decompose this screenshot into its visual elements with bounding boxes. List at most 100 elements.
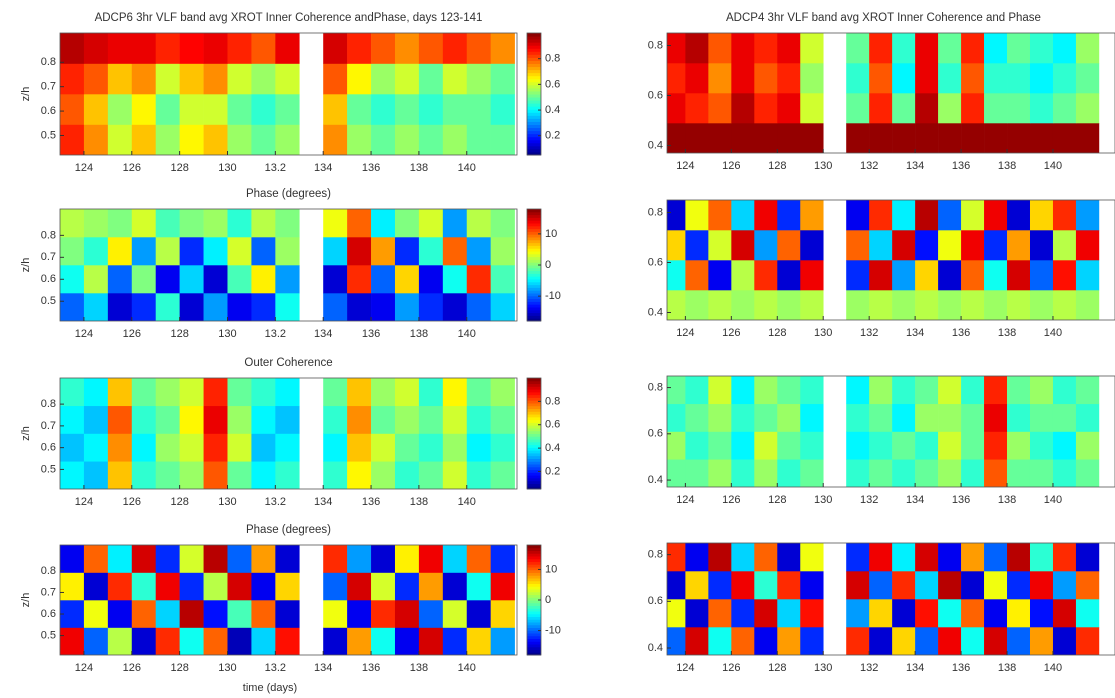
cell [490, 433, 515, 462]
x-tick-label: 13.2 [265, 328, 286, 340]
x-tick-label: 140 [1044, 662, 1062, 674]
colorbar-step [527, 583, 541, 587]
cell [708, 599, 732, 628]
cell [179, 209, 204, 238]
colorbar-tick-label: -10 [545, 290, 561, 302]
axes-frame [666, 199, 1115, 321]
cell [685, 63, 709, 94]
cell [984, 123, 1008, 153]
cell [179, 94, 204, 125]
colorbar-step [527, 447, 541, 451]
axes-frame [666, 542, 1115, 656]
cell [800, 431, 824, 460]
colorbar-step [527, 223, 541, 227]
cell [915, 200, 939, 231]
cell [275, 433, 300, 462]
cell [754, 571, 778, 600]
colorbar-step [527, 273, 541, 277]
cell [227, 124, 252, 155]
cell [1007, 33, 1031, 64]
cell [490, 627, 515, 655]
colorbar-tick-label: 0 [545, 259, 551, 271]
colorbar-step [527, 231, 541, 235]
cell [155, 627, 180, 655]
cell [708, 290, 732, 320]
cell [731, 599, 755, 628]
cell [800, 123, 824, 153]
colorbar-step [527, 572, 541, 576]
cell [846, 376, 870, 405]
colorbar-step [527, 133, 541, 138]
cell [227, 461, 252, 489]
colorbar-step [527, 251, 541, 255]
cell [60, 94, 85, 125]
cell [131, 433, 157, 462]
cell [1007, 459, 1031, 487]
cell [323, 405, 348, 434]
colorbar-tick-label: 0.8 [545, 53, 560, 65]
cell [83, 572, 109, 601]
x-tick-label: 140 [1044, 327, 1062, 339]
colorbar-step [527, 217, 541, 221]
cell [60, 209, 85, 238]
cell [777, 290, 801, 320]
cell [1007, 93, 1031, 124]
cell [685, 376, 709, 405]
cell [777, 376, 801, 405]
cell [442, 461, 468, 489]
cell [418, 572, 444, 601]
cell [777, 93, 801, 124]
cell [155, 124, 180, 155]
cell [800, 230, 824, 261]
cell [1075, 93, 1100, 124]
cell [347, 124, 372, 155]
cell [371, 265, 396, 294]
cell [83, 405, 109, 434]
cell [1075, 260, 1100, 291]
colorbar-tick-label: 0.2 [545, 130, 560, 142]
colorbar-step [527, 591, 541, 595]
cell [203, 94, 228, 125]
x-tick-label: 134 [906, 494, 924, 506]
cell [490, 94, 515, 125]
cell [394, 124, 420, 155]
cell [60, 237, 85, 266]
cell [251, 265, 276, 294]
cell [251, 33, 276, 64]
x-tick-label: 128 [768, 160, 786, 172]
x-tick-label: 132 [860, 494, 878, 506]
x-tick-label: 124 [676, 160, 694, 172]
x-tick-label: 130 [218, 496, 236, 508]
colorbar-step [527, 602, 541, 606]
cell [892, 459, 916, 487]
cell [83, 124, 109, 155]
colorbar-step [527, 411, 541, 415]
x-tick-label: 134 [314, 662, 332, 674]
cell [667, 431, 686, 460]
cell [1075, 200, 1100, 231]
cell [869, 63, 893, 94]
x-tick-label: 140 [458, 496, 476, 508]
cell [961, 260, 985, 291]
cell [984, 63, 1008, 94]
cell [275, 545, 300, 573]
cell [179, 33, 204, 64]
x-tick-label: 130 [814, 160, 832, 172]
cell [275, 209, 300, 238]
colorbar-step [527, 597, 541, 601]
x-tick-label: 138 [998, 494, 1016, 506]
cell [938, 571, 962, 600]
colorbar-tick-label: 0.6 [545, 78, 560, 90]
colorbar-tick-label: -10 [545, 624, 561, 636]
cell [915, 459, 939, 487]
colorbar-tick-label: 10 [545, 563, 557, 575]
cell [984, 93, 1008, 124]
x-tick-label: 134 [314, 496, 332, 508]
cell [708, 459, 732, 487]
cell [371, 627, 396, 655]
cell [915, 403, 939, 432]
cell [1029, 123, 1054, 153]
y-tick-label: 0.8 [648, 206, 663, 218]
cell [1007, 290, 1031, 320]
colorbar-step [527, 42, 541, 46]
